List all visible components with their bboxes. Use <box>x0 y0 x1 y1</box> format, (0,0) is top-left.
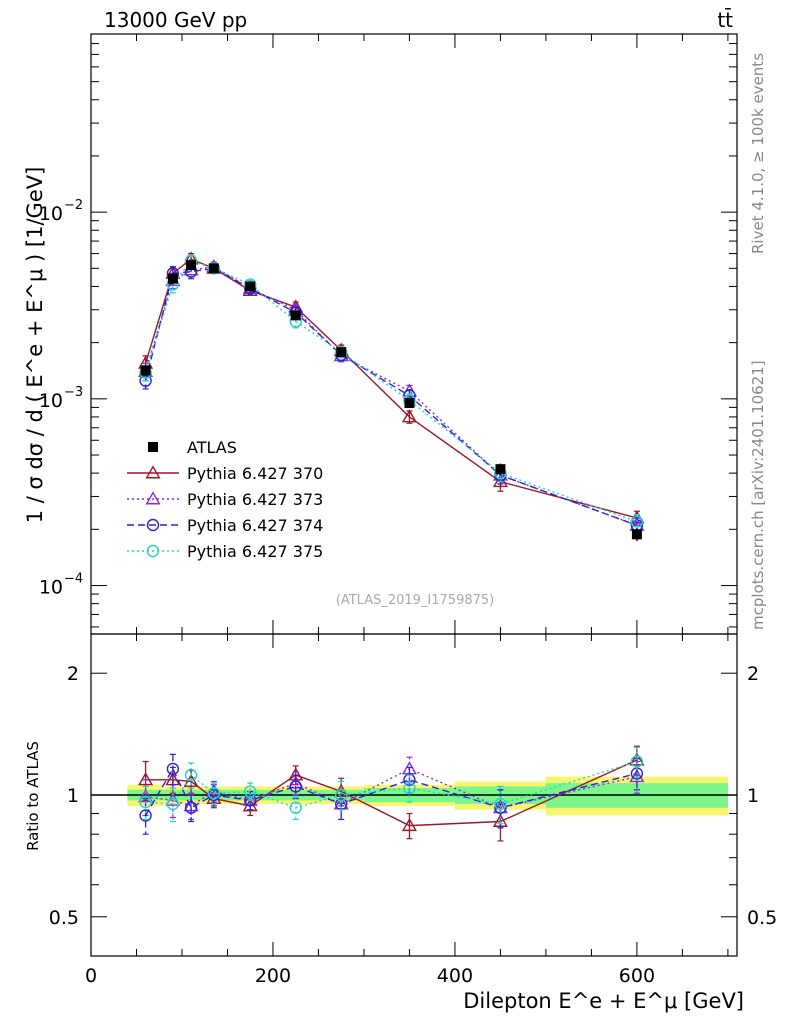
ratio-data-point-p375 <box>630 755 644 768</box>
main-data-point-p370 <box>401 409 417 423</box>
analysis-id-label: (ATLAS_2019_I1759875) <box>336 593 494 608</box>
ratio-data-point-p374 <box>139 809 152 822</box>
legend-label-p370: Pythia 6.427 370 <box>187 464 323 483</box>
main-y-tick-label: 10 <box>39 203 63 225</box>
main-data-point-p370 <box>492 473 508 488</box>
main-y-tick-exponent: −4 <box>64 572 83 587</box>
main-data-point-atlas <box>290 310 301 321</box>
ratio-y-tick-label-right: 1 <box>747 785 759 807</box>
ratio-data-point-p375 <box>494 797 507 811</box>
main-data-point-atlas <box>186 260 197 271</box>
main-y-tick-exponent: −3 <box>64 385 83 400</box>
ratio-panel-frame <box>90 633 738 957</box>
ratio-panel-series <box>138 745 645 842</box>
ratio-y-axis-label: Ratio to ATLAS <box>24 741 42 851</box>
rivet-version-label: Rivet 4.1.0, ≥ 100k events <box>749 53 767 254</box>
ratio-data-point-p375 <box>139 795 152 809</box>
mcplots-label: mcplots.cern.ch [arXiv:2401.10621] <box>749 360 767 630</box>
legend-marker-p370 <box>145 465 161 479</box>
ratio-series-line-p370 <box>145 759 638 827</box>
main-y-tick-label: 10 <box>39 577 63 599</box>
legend: ATLAS Pythia 6.427 370 Pythia 6.427 373 Pyt… <box>127 438 323 561</box>
main-panel-y-tick-labels: 10−210−310−4 <box>39 198 83 598</box>
ratio-data-point-p374 <box>166 762 180 776</box>
main-y-tick-exponent: −2 <box>64 198 83 213</box>
main-data-point-atlas <box>208 263 219 274</box>
main-y-axis-label: 1 / σ dσ / d ( E^e + E^μ ) [1/GeV] <box>23 167 47 524</box>
ratio-data-point-p374 <box>289 780 302 793</box>
main-panel-series <box>138 251 645 542</box>
ratio-data-point-p375 <box>184 768 198 782</box>
x-tick-label: 0 <box>85 965 97 987</box>
x-tick-label: 400 <box>437 965 473 987</box>
main-data-point-atlas <box>495 464 506 475</box>
main-data-point-atlas <box>140 365 151 376</box>
main-data-point-atlas <box>167 273 178 284</box>
ratio-data-point-p370 <box>401 817 417 832</box>
legend-marker-p373 <box>145 491 161 505</box>
ratio-panel-x-tick-labels: 0 200 400 600 <box>85 965 655 987</box>
ratio-y-tick-label-left: 0.5 <box>49 907 79 929</box>
main-data-point-atlas <box>404 397 415 408</box>
main-data-point-atlas <box>631 529 642 540</box>
main-data-point-atlas <box>336 347 347 358</box>
x-axis-label: Dilepton E^e + E^μ [GeV] <box>463 989 744 1013</box>
main-series-line-p373 <box>144 266 638 527</box>
legend-label-p374: Pythia 6.427 374 <box>187 516 323 535</box>
ratio-series-line-p375 <box>145 760 638 809</box>
ratio-y-tick-label-right: 0.5 <box>747 907 777 929</box>
x-tick-label: 200 <box>255 965 291 987</box>
main-series-line-p374 <box>144 267 638 527</box>
legend-marker-p374 <box>146 518 160 532</box>
ratio-data-point-p375 <box>207 787 221 800</box>
legend-marker-atlas <box>148 442 158 452</box>
ratio-y-tick-label-left: 2 <box>67 663 79 685</box>
legend-label-p373: Pythia 6.427 373 <box>187 490 323 509</box>
ratio-data-point-p375 <box>403 781 416 795</box>
ratio-series-line-p374 <box>144 767 638 816</box>
ratio-series-line-p373 <box>145 768 638 809</box>
header-energy-label: 13000 GeV pp <box>104 8 247 32</box>
ratio-y-tick-label-left: 1 <box>67 785 79 807</box>
ratio-data-point-p375 <box>244 785 257 798</box>
legend-label-atlas: ATLAS <box>187 438 237 457</box>
ratio-data-point-p374 <box>184 801 198 814</box>
ratio-data-point-p375 <box>289 801 302 814</box>
ratio-y-tick-label-right: 2 <box>747 663 759 685</box>
ratio-data-point-p375 <box>335 788 348 802</box>
ratio-data-point-p375 <box>166 797 180 811</box>
main-data-point-p375 <box>335 345 348 359</box>
ratio-data-point-p370 <box>138 772 154 786</box>
legend-label-p375: Pythia 6.427 375 <box>187 542 323 561</box>
main-data-point-p375 <box>207 262 221 275</box>
ratio-panel-y-tick-labels: 2 2 1 1 0.5 0.5 <box>49 663 777 929</box>
main-data-point-p375 <box>630 515 644 528</box>
main-data-point-atlas <box>245 281 256 292</box>
main-y-tick-label: 10 <box>39 390 63 412</box>
main-series-line-p375 <box>144 259 638 523</box>
legend-marker-p375 <box>146 544 160 558</box>
header-process-label: tt̄ <box>717 7 733 32</box>
x-tick-label: 600 <box>619 965 655 987</box>
